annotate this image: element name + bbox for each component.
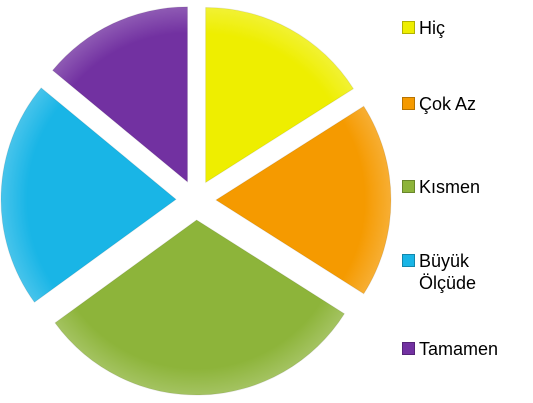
legend-item: Kısmen bbox=[402, 176, 529, 198]
legend-label: Çok Az bbox=[419, 94, 477, 114]
legend-label: Hiç bbox=[419, 18, 445, 38]
legend-swatch bbox=[402, 97, 415, 110]
legend-swatch bbox=[402, 180, 415, 193]
pie-slice bbox=[51, 6, 188, 183]
pie-slice bbox=[205, 6, 355, 184]
legend-item: Çok Az bbox=[402, 93, 529, 115]
legend-swatch bbox=[402, 342, 415, 355]
legend-label: Büyük Ölçüde bbox=[419, 251, 477, 293]
legend-label: Tamamen bbox=[419, 339, 499, 359]
legend-label: Kısmen bbox=[419, 177, 481, 197]
pie-slice bbox=[54, 219, 346, 396]
pie-slice bbox=[215, 105, 392, 295]
legend-item: Hiç bbox=[402, 17, 529, 39]
legend-item: Tamamen bbox=[402, 338, 529, 360]
legend-swatch bbox=[402, 254, 415, 267]
pie-slice bbox=[0, 87, 177, 303]
legend-swatch bbox=[402, 21, 415, 34]
legend-item: Büyük Ölçüde bbox=[402, 250, 529, 294]
